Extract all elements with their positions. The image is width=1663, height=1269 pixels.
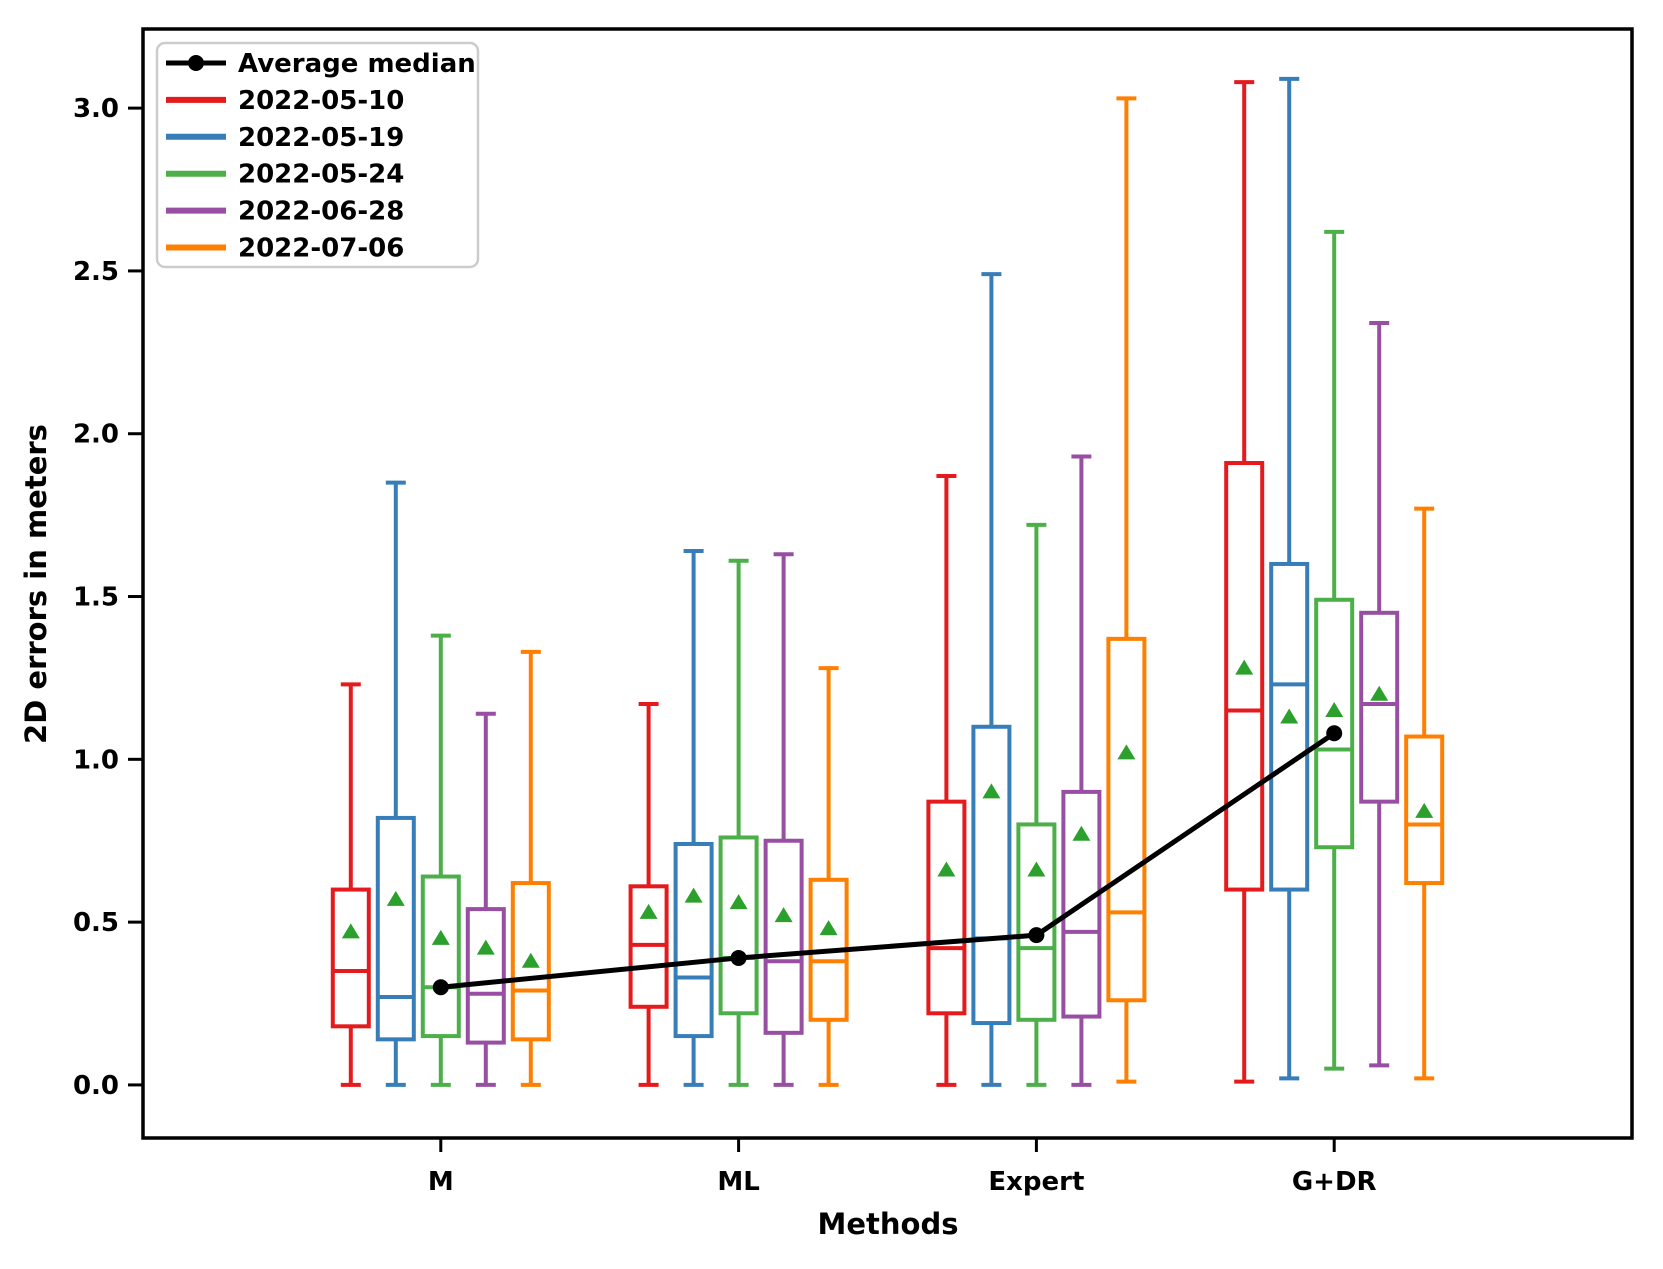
- mean-marker: [1415, 802, 1434, 818]
- mean-marker: [1117, 744, 1136, 760]
- chart-marks: [330, 76, 1445, 1087]
- average-median-point: [1028, 927, 1045, 944]
- mean-marker: [1235, 659, 1254, 675]
- average-median-path: [440, 731, 1336, 990]
- x-tick-label: Expert: [988, 1167, 1084, 1197]
- iqr-box: [673, 841, 714, 1039]
- legend-item-2022-05-19: 2022-05-19: [166, 123, 404, 153]
- x-tick-label: G+DR: [1292, 1167, 1377, 1197]
- legend-item-label: Average median: [238, 49, 476, 79]
- boxplot-2022-05-10-Expert: [926, 474, 967, 1087]
- iqr-box: [330, 887, 371, 1029]
- boxplot-2022-07-06-M: [510, 649, 551, 1087]
- mean-marker: [1280, 708, 1299, 724]
- legend-frame: [155, 41, 480, 269]
- mean-marker: [684, 887, 703, 903]
- y-tick-label: 2.5: [73, 257, 119, 287]
- average-median-point: [730, 949, 747, 966]
- iqr-box: [763, 838, 804, 1035]
- iqr-box: [1359, 610, 1400, 804]
- x-tick-label: M: [428, 1167, 454, 1197]
- y-tick-label: 1.5: [73, 583, 119, 613]
- plot-border: [141, 27, 1634, 1140]
- legend: Average median 2022-05-10 2022-05-19 2022-0…: [155, 41, 480, 269]
- y-tick-label: 3.0: [73, 94, 119, 124]
- boxplot-2022-07-06-G+DR: [1404, 506, 1445, 1081]
- legend-item-label: 2022-05-10: [238, 86, 404, 116]
- boxplot-2022-06-28-ML: [763, 552, 804, 1087]
- legend-item-2022-06-28: 2022-06-28: [166, 197, 404, 227]
- average-median-point: [432, 979, 449, 996]
- mean-marker: [431, 929, 450, 945]
- mean-marker: [521, 952, 540, 968]
- x-tick-label: ML: [717, 1167, 759, 1197]
- mean-marker: [774, 907, 793, 923]
- boxplot-2022-05-10-G+DR: [1224, 80, 1265, 1084]
- mean-marker: [1325, 701, 1344, 717]
- mean-marker: [937, 861, 956, 877]
- chart-axes: 0.0 0.5 1.0 1.5 2.0 2.5 3.0 M ML Expert G+DR: [73, 27, 1634, 1197]
- iqr-box: [1314, 597, 1355, 850]
- boxplot-2022-06-28-M: [465, 711, 506, 1087]
- iqr-box: [1224, 461, 1265, 892]
- boxplot-2022-05-19-ML: [673, 548, 714, 1087]
- iqr-box: [926, 799, 967, 1016]
- average-median-line: [432, 725, 1343, 996]
- iqr-box: [718, 835, 759, 1016]
- boxplot-2022-05-19-Expert: [971, 272, 1012, 1087]
- boxplot-2022-06-28-G+DR: [1359, 321, 1400, 1068]
- x-axis-title: Methods: [818, 1207, 959, 1241]
- legend-item-2022-07-06: 2022-07-06: [166, 234, 404, 264]
- mean-marker: [819, 920, 838, 936]
- legend-item-label: 2022-06-28: [238, 197, 404, 227]
- legend-dot-swatch: [188, 55, 204, 71]
- boxplot-2022-07-06-Expert: [1106, 96, 1147, 1084]
- legend-item-average-median: Average median: [166, 49, 476, 79]
- iqr-box: [465, 907, 506, 1045]
- legend-item-label: 2022-05-24: [238, 160, 404, 190]
- mean-marker: [341, 923, 360, 939]
- iqr-box: [971, 724, 1012, 1026]
- boxplot-2022-05-19-G+DR: [1269, 76, 1310, 1081]
- boxplot-2022-05-24-ML: [718, 558, 759, 1087]
- boxplot-2022-07-06-ML: [808, 666, 849, 1087]
- iqr-box: [1269, 561, 1310, 892]
- boxplot-2022-05-10-M: [330, 682, 371, 1087]
- boxplot-2022-06-28-Expert: [1061, 454, 1102, 1087]
- y-tick-label: 2.0: [73, 420, 119, 450]
- iqr-box: [1016, 822, 1057, 1022]
- boxplot-2022-05-24-M: [420, 633, 461, 1087]
- mean-marker: [982, 783, 1001, 799]
- boxplot-2022-05-10-ML: [628, 701, 669, 1087]
- boxplot-2022-05-24-G+DR: [1314, 229, 1355, 1071]
- legend-item-label: 2022-07-06: [238, 234, 404, 264]
- legend-item-2022-05-24: 2022-05-24: [166, 160, 404, 190]
- mean-marker: [1072, 825, 1091, 841]
- iqr-box: [1106, 636, 1147, 1003]
- y-tick-label: 1.0: [73, 745, 119, 775]
- mean-marker: [386, 890, 405, 906]
- mean-marker: [1027, 861, 1046, 877]
- legend-item-label: 2022-05-19: [238, 123, 404, 153]
- y-tick-label: 0.0: [73, 1071, 119, 1101]
- iqr-box: [375, 815, 416, 1042]
- mean-marker: [639, 903, 658, 919]
- mean-marker: [1370, 685, 1389, 701]
- mean-marker: [729, 894, 748, 910]
- average-median-point: [1326, 725, 1343, 742]
- mean-marker: [476, 939, 495, 955]
- legend-item-2022-05-10: 2022-05-10: [166, 86, 404, 116]
- boxplot-2022-05-24-Expert: [1016, 522, 1057, 1087]
- boxplot-2022-05-19-M: [375, 480, 416, 1087]
- y-tick-label: 0.5: [73, 908, 119, 938]
- y-axis-title: 2D errors in meters: [19, 424, 53, 744]
- iqr-box: [420, 874, 461, 1039]
